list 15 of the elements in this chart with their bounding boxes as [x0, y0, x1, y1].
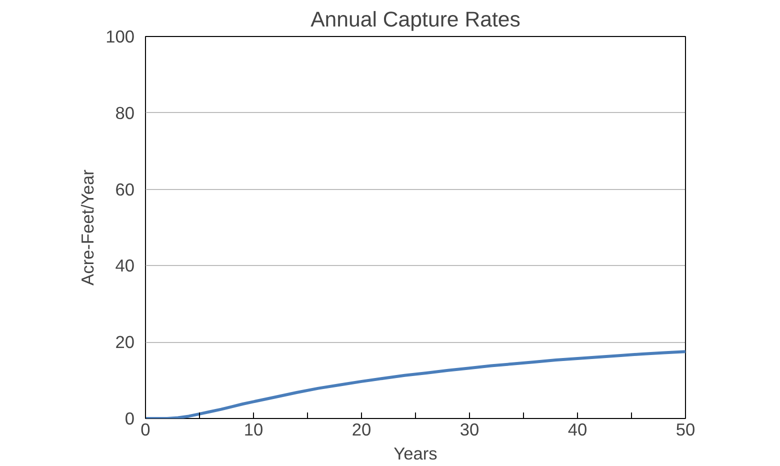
x-tick-label: 0	[140, 420, 150, 440]
x-tick-label: 20	[352, 420, 372, 440]
line-series	[146, 350, 686, 418]
y-axis-title: Acre-Feet/Year	[78, 169, 98, 286]
y-tick-label: 80	[115, 102, 135, 123]
x-tick-label: 50	[676, 420, 696, 440]
x-axis-title: Years	[394, 444, 438, 464]
x-tick-label: 40	[568, 420, 588, 440]
x-tick-label: 10	[244, 420, 264, 440]
y-tick-label: 60	[115, 179, 135, 200]
chart-title: Annual Capture Rates	[310, 8, 520, 32]
y-tick-label: 40	[115, 256, 135, 276]
y-tick-label: 20	[115, 332, 135, 352]
x-tick-label: 30	[460, 420, 480, 440]
y-tick-label: 100	[106, 26, 135, 46]
